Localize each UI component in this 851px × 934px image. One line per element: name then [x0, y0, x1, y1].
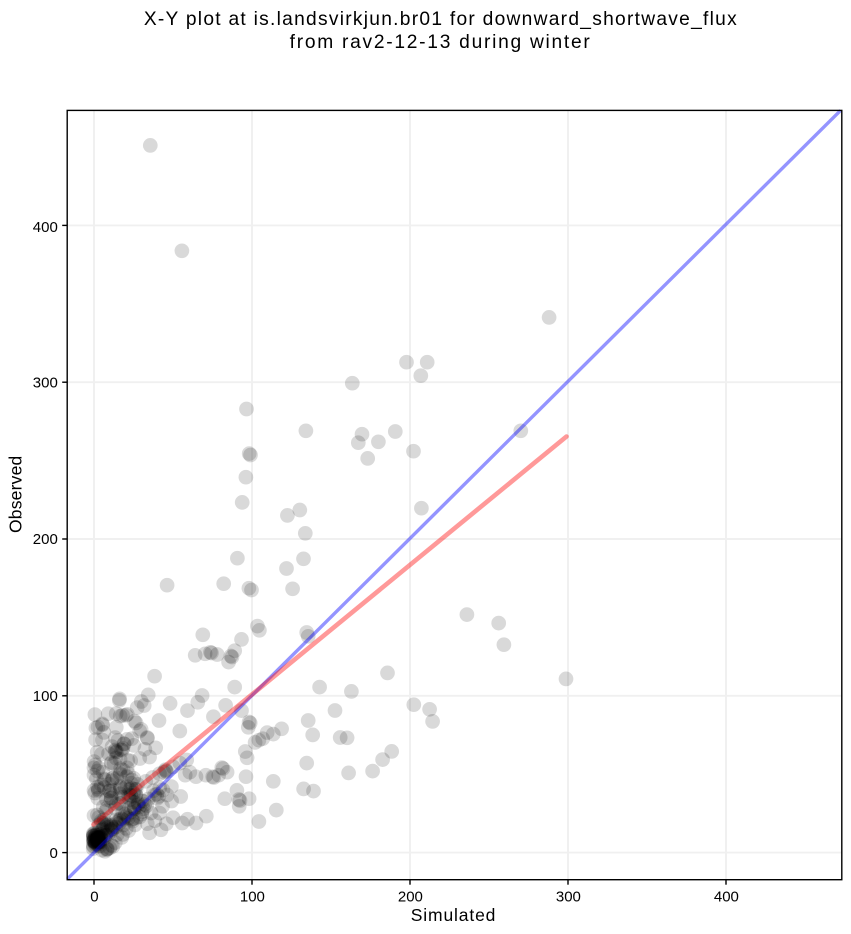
svg-text:X-Y plot at is.landsvirkjun.br: X-Y plot at is.landsvirkjun.br01 for dow…: [144, 9, 738, 30]
svg-text:300: 300: [33, 374, 58, 391]
svg-text:0: 0: [49, 845, 57, 862]
svg-text:400: 400: [33, 219, 58, 236]
svg-text:400: 400: [714, 889, 739, 906]
svg-text:0: 0: [90, 889, 98, 906]
svg-text:200: 200: [398, 889, 423, 906]
svg-text:300: 300: [556, 889, 581, 906]
svg-text:Observed: Observed: [6, 456, 26, 533]
svg-text:100: 100: [240, 889, 265, 906]
svg-text:from rav2-12-13 during winter: from rav2-12-13 during winter: [290, 32, 592, 53]
svg-text:200: 200: [33, 531, 58, 548]
svg-text:Simulated: Simulated: [411, 905, 496, 925]
svg-text:100: 100: [33, 688, 58, 705]
